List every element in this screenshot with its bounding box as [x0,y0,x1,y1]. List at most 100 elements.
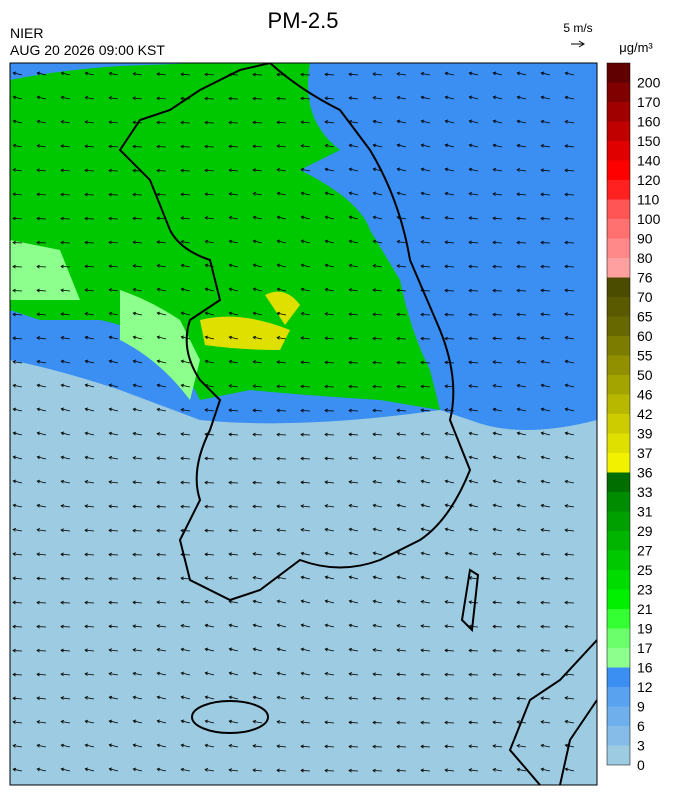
wind-arrow [253,312,263,316]
wind-arrow [37,744,47,748]
wind-arrow [445,576,455,580]
wind-arrow [397,240,407,244]
wind-arrow [252,434,263,436]
wind-arrowhead [348,599,353,604]
wind-arrow [204,530,215,532]
colorbar-tick-label: 80 [637,250,653,266]
wind-arrow [276,769,287,772]
wind-arrowhead [396,551,401,556]
coastline [118,63,472,602]
wind-arrow [133,312,143,316]
colorbar-tick-label: 9 [637,699,645,715]
wind-arrow [181,73,191,76]
wind-arrow [108,241,119,244]
colorbar-segment [607,63,630,83]
wind-arrow [493,72,503,76]
wind-arrowhead [132,767,137,772]
wind-arrow [565,456,575,460]
wind-arrow [204,98,215,100]
wind-arrow [253,193,263,196]
wind-arrowhead [420,768,424,773]
wind-arrow [325,721,335,724]
wind-arrowhead [276,720,281,724]
wind-arrow [349,97,359,100]
wind-arrowhead [396,360,400,365]
wind-arrow [204,146,215,148]
wind-arrow [301,288,311,292]
wind-arrow [373,433,383,436]
wind-arrowhead [564,672,568,677]
wind-arrowhead [276,480,280,485]
wind-arrowhead [156,767,161,772]
wind-arrow [229,216,239,220]
wind-arrow [205,264,215,268]
wind-arrowhead [60,455,65,460]
wind-arrow [421,409,431,412]
wind-arrowhead [252,456,256,461]
wind-arrowhead [132,407,137,412]
wind-arrow [421,528,431,532]
wind-arrow [541,120,551,124]
wind-arrow [541,768,551,772]
wind-arrow [204,457,215,460]
wind-arrow [277,721,287,724]
wind-arrowhead [444,167,449,172]
wind-arrowhead [276,575,281,580]
colorbar-tick-label: 39 [637,426,653,442]
wind-arrow [156,193,167,196]
wind-arrow [37,384,47,388]
wind-arrowhead [540,552,544,557]
wind-arrowhead [540,119,545,124]
wind-arrow [493,168,503,172]
wind-arrow [36,577,47,580]
wind-arrow [205,769,215,772]
wind-arrow [421,120,431,124]
wind-arrow [36,673,47,676]
wind-arrowhead [348,263,353,268]
wind-arrow [253,336,263,340]
wind-arrowhead [156,263,161,268]
wind-arrowhead [492,744,497,748]
wind-arrow [421,552,431,556]
wind-arrowhead [252,719,257,724]
wind-arrow [181,241,191,244]
wind-arrowhead [420,744,424,749]
wind-arrowhead [228,671,233,676]
wind-arrow [181,601,191,604]
colorbar-tick-label: 6 [637,718,645,734]
wind-arrow [181,288,191,292]
wind-arrow [301,216,311,220]
wind-arrowhead [180,408,185,412]
wind-arrowhead [540,168,544,173]
wind-arrowhead [12,143,17,148]
wind-arrowhead [156,552,160,557]
wind-arrow [492,314,503,316]
wind-arrowhead [156,504,160,509]
wind-arrow [541,480,551,484]
wind-arrowhead [516,720,520,725]
wind-arrowhead [12,672,16,677]
wind-arrow [37,480,47,484]
wind-arrowhead [420,240,425,244]
wind-arrowhead [396,432,400,437]
wind-arrowhead [60,240,64,245]
wind-arrow [133,720,143,724]
wind-arrow [229,385,239,388]
wind-arrowhead [372,215,377,220]
wind-arrowhead [36,672,40,677]
wind-arrowhead [492,479,497,484]
wind-arrowhead [396,624,401,628]
wind-arrow [133,336,143,340]
wind-arrow [157,601,167,604]
wind-arrowhead [324,312,329,316]
wind-arrowhead [132,743,137,748]
wind-arrowhead [420,648,424,653]
wind-arrowhead [60,576,64,581]
wind-arrowhead [540,528,545,532]
wind-arrowhead [396,648,400,653]
wind-arrowhead [36,240,40,245]
wind-arrow [349,73,359,76]
wind-arrow [108,145,119,148]
wind-arrow [301,529,311,532]
wind-arrow [493,601,503,604]
